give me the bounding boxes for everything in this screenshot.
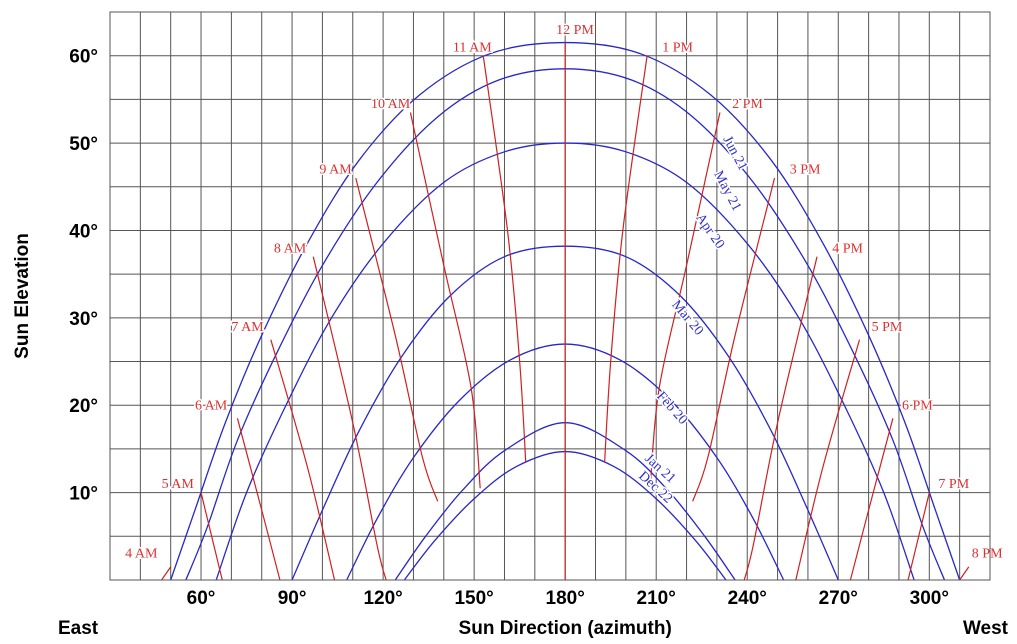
hour-label-11-am: 11 AM [453, 40, 492, 55]
hour-line-10-am [409, 112, 481, 489]
hour-line-11-am [482, 55, 527, 463]
hour-label-4-am: 4 AM [125, 546, 158, 561]
hour-label-1-pm: 1 PM [662, 40, 693, 55]
east-label: East [58, 618, 99, 639]
hour-line-7-pm [907, 492, 930, 581]
hour-lines [161, 42, 970, 581]
x-tick-label: 240° [728, 588, 767, 609]
hour-line-7-am [270, 339, 336, 581]
hour-label-7-pm: 7 PM [938, 477, 969, 492]
hour-label-2-pm: 2 PM [732, 97, 763, 112]
sun-path-jun-21 [170, 41, 961, 581]
y-tick-label: 30° [69, 309, 98, 330]
grid [110, 12, 990, 580]
hour-label-9-am: 9 AM [319, 163, 352, 178]
west-label: West [963, 618, 1009, 639]
y-tick-label: 60° [69, 47, 98, 68]
y-tick-label: 40° [69, 221, 98, 242]
chart-labels: 4 AM 5 AM 6 AM 7 AM 8 AM 9 AM 10 AM 11 AM 12 PM 1… [124, 21, 1005, 562]
hour-label-4-pm: 4 PM [832, 241, 863, 256]
hour-line-5-am [200, 492, 223, 581]
x-tick-label: 60° [187, 588, 216, 609]
hour-line-8-pm [959, 566, 970, 581]
hour-label-12-pm: 12 PM [556, 23, 594, 38]
x-tick-label: 120° [363, 588, 402, 609]
y-tick-label: 20° [69, 396, 98, 417]
x-tick-label: 90° [278, 588, 307, 609]
hour-label-5-am: 5 AM [162, 477, 195, 492]
y-tick-label: 50° [69, 134, 98, 155]
date-label-apr-20: Apr 20 [692, 211, 727, 252]
hour-label-8-am: 8 AM [274, 241, 307, 256]
hour-label-6-am: 6 AM [195, 399, 228, 414]
hour-line-6-pm [849, 418, 894, 581]
hour-line-3-pm [692, 177, 776, 502]
hour-line-4-am [161, 566, 172, 581]
hour-label-8-pm: 8 PM [972, 546, 1003, 561]
hour-line-5-pm [795, 339, 861, 581]
hour-line-4-pm [743, 256, 818, 581]
x-tick-label: 270° [819, 588, 858, 609]
axis-ticks: 10° 20° 30° 40° 50° 60° 60° 90° 120° 150° 180° 210°… [69, 47, 949, 609]
hour-label-10-am: 10 AM [371, 97, 411, 112]
hour-line-6-am [236, 418, 281, 581]
hour-label-7-am: 7 AM [231, 320, 264, 335]
hour-label-3-pm: 3 PM [790, 163, 821, 178]
hour-line-9-am [355, 177, 439, 502]
date-label-feb-20: Feb 20 [653, 389, 690, 428]
hour-line-8-am [312, 256, 387, 581]
hour-line-1-pm [604, 55, 648, 463]
y-tick-label: 10° [69, 484, 98, 505]
x-tick-label: 150° [454, 588, 493, 609]
hour-line-2-pm [649, 112, 721, 489]
y-axis-title: Sun Elevation [12, 233, 33, 359]
hour-label-6-pm: 6 PM [902, 399, 933, 414]
x-tick-label: 300° [910, 588, 949, 609]
plot-frame [109, 11, 991, 581]
x-tick-label: 210° [637, 588, 676, 609]
x-tick-label: 180° [546, 588, 585, 609]
x-axis-title: Sun Direction (azimuth) [459, 618, 672, 639]
date-label-may-21: May 21 [710, 168, 744, 213]
hour-label-5-pm: 5 PM [872, 320, 903, 335]
